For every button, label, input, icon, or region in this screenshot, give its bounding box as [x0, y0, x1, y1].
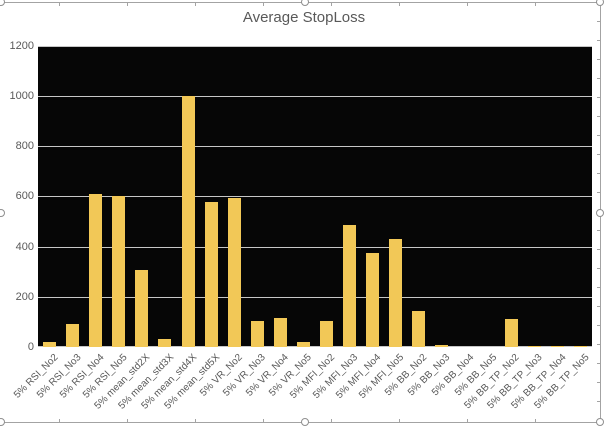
bar-5-bb_tp_no3[interactable] [528, 346, 541, 347]
bar-5-mean_std2x[interactable] [135, 270, 148, 347]
gridline-1200 [38, 46, 592, 47]
worksheet-gridline-bottom [0, 422, 601, 423]
row-tick-right [597, 40, 600, 41]
y-tick-label-0: 0 [27, 341, 34, 353]
column-tick-top [331, 3, 332, 6]
row-tick-right [597, 382, 600, 383]
y-tick-label-1000: 1000 [9, 90, 34, 102]
bar-5-mfi_no5[interactable] [389, 239, 402, 347]
bar-5-bb_tp_no2[interactable] [505, 319, 518, 347]
row-tick-right [597, 249, 600, 250]
y-tick-label-800: 800 [15, 140, 34, 152]
column-tick-bottom [59, 419, 60, 422]
column-tick-bottom [127, 419, 128, 422]
chart-title[interactable]: Average StopLoss [242, 9, 366, 26]
bar-5-rsi_no4[interactable] [89, 194, 102, 347]
resize-handle-bottom-center[interactable] [301, 418, 309, 426]
bar-5-mean_std3x[interactable] [158, 339, 171, 347]
row-tick-right [597, 344, 600, 345]
column-tick-bottom [195, 419, 196, 422]
column-tick-top [59, 3, 60, 6]
bar-5-rsi_no3[interactable] [66, 324, 79, 347]
column-tick-top [263, 3, 264, 6]
gridline-600 [38, 196, 592, 197]
bar-5-bb_no2[interactable] [412, 311, 425, 347]
bar-5-rsi_no2[interactable] [43, 342, 56, 347]
row-tick-right [597, 21, 600, 22]
resize-handle-top-left[interactable] [0, 0, 5, 6]
resize-handle-bottom-left[interactable] [0, 418, 5, 426]
y-tick-label-600: 600 [15, 190, 34, 202]
resize-handle-mid-right[interactable] [596, 209, 604, 217]
bar-5-rsi_no5[interactable] [112, 196, 125, 347]
resize-handle-top-right[interactable] [596, 0, 604, 6]
bar-5-mean_std4x[interactable] [182, 96, 195, 347]
bar-5-vr_no5[interactable] [297, 342, 310, 347]
column-tick-top [399, 3, 400, 6]
resize-handle-mid-left[interactable] [0, 209, 5, 217]
column-tick-top [195, 3, 196, 6]
column-tick-top [535, 3, 536, 6]
bar-5-mfi_no4[interactable] [366, 253, 379, 347]
row-tick-right [597, 135, 600, 136]
column-tick-top [467, 3, 468, 6]
plot-area[interactable] [38, 46, 592, 347]
row-tick-right [597, 78, 600, 79]
row-tick-right [597, 173, 600, 174]
column-tick-bottom [535, 419, 536, 422]
bar-5-bb_tp_no5[interactable] [574, 346, 587, 347]
column-tick-bottom [467, 419, 468, 422]
row-tick-right [597, 154, 600, 155]
row-tick-right [597, 116, 600, 117]
worksheet-gridline-top [0, 2, 601, 3]
bar-5-mfi_no3[interactable] [343, 225, 356, 347]
bar-5-mfi_no2[interactable] [320, 321, 333, 347]
row-tick-right [597, 401, 600, 402]
gridline-1000 [38, 96, 592, 97]
gridline-200 [38, 297, 592, 298]
gridline-400 [38, 247, 592, 248]
y-tick-label-200: 200 [15, 291, 34, 303]
resize-handle-bottom-right[interactable] [596, 418, 604, 426]
row-tick-right [597, 325, 600, 326]
column-tick-bottom [331, 419, 332, 422]
row-tick-right [597, 306, 600, 307]
row-tick-right [597, 192, 600, 193]
bar-5-vr_no3[interactable] [251, 321, 264, 347]
row-tick-right [597, 363, 600, 364]
bar-5-vr_no2[interactable] [228, 198, 241, 347]
gridline-0 [38, 346, 592, 347]
row-tick-right [597, 287, 600, 288]
row-tick-right [597, 97, 600, 98]
column-tick-bottom [263, 419, 264, 422]
bar-5-mean_std5x[interactable] [205, 202, 218, 347]
bar-5-vr_no4[interactable] [274, 318, 287, 347]
bar-5-bb_no3[interactable] [435, 345, 448, 347]
y-tick-label-400: 400 [15, 241, 34, 253]
y-tick-label-1200: 1200 [9, 40, 34, 52]
row-tick-right [597, 59, 600, 60]
gridline-800 [38, 146, 592, 147]
row-tick-right [597, 230, 600, 231]
resize-handle-top-center[interactable] [301, 0, 309, 6]
column-tick-bottom [399, 419, 400, 422]
row-tick-right [597, 268, 600, 269]
column-tick-top [127, 3, 128, 6]
bar-5-bb_tp_no4[interactable] [551, 346, 564, 347]
